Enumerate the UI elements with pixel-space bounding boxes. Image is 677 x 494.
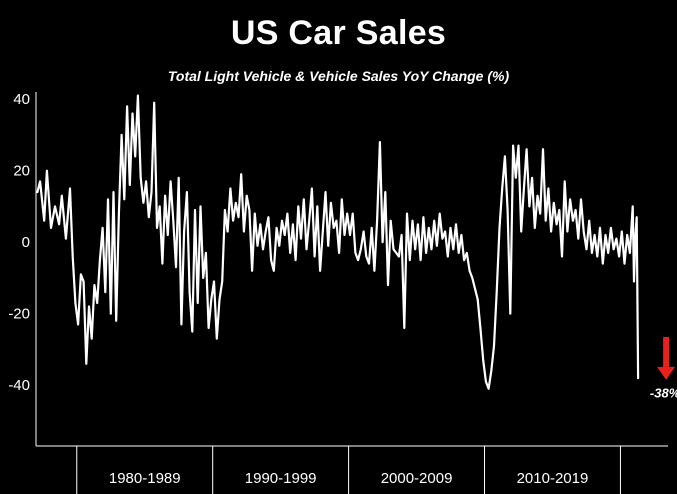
- y-tick-label: -20: [8, 306, 30, 323]
- decade-dividers: [76, 446, 621, 494]
- chart-subtitle: Total Light Vehicle & Vehicle Sales YoY …: [167, 68, 510, 84]
- x-category-label: 2010-2019: [517, 470, 589, 487]
- down-arrow-icon: [657, 336, 676, 380]
- y-tick-label: 20: [13, 163, 30, 180]
- series-line: [36, 94, 640, 390]
- x-category-label: 2000-2009: [381, 470, 453, 487]
- chart-title: US Car Sales: [230, 14, 447, 52]
- y-tick-label: 40: [13, 91, 30, 108]
- x-category-labels: 1980-1989 1990-1999 2000-2009 2010-2019: [109, 470, 588, 487]
- arrow-head: [657, 366, 676, 380]
- y-tick-labels: 40 20 0 -20 -40: [8, 91, 30, 394]
- y-tick-label: 0: [22, 234, 30, 251]
- arrow-shaft: [663, 336, 670, 368]
- x-category-label: 1990-1999: [245, 470, 317, 487]
- annotation-label: -38%: [650, 386, 677, 401]
- y-tick-label: -40: [8, 377, 30, 394]
- x-category-label: 1980-1989: [109, 470, 181, 487]
